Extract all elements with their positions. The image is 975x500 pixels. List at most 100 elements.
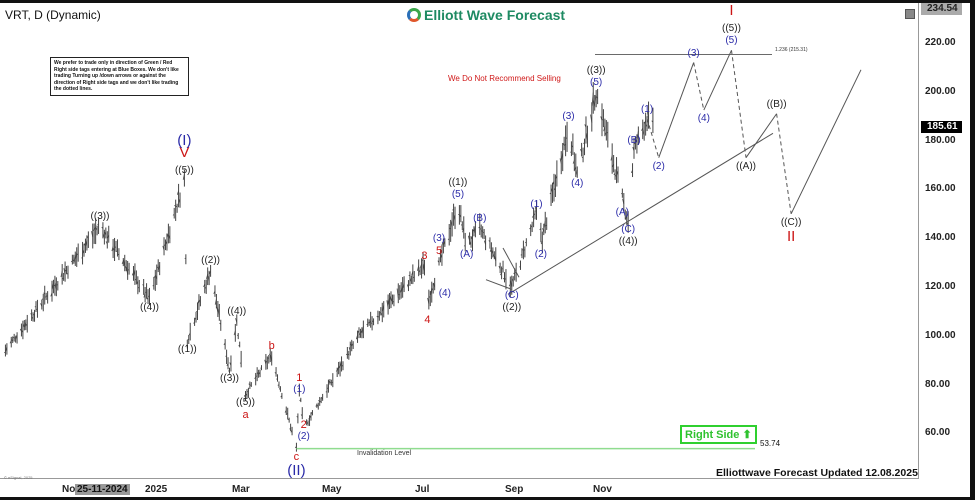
price-bar-open [185,344,188,347]
price-bar-open [209,271,211,274]
y-tick-label: 160.00 [925,183,956,195]
price-bar-open [123,259,126,267]
price-bar-open [245,393,248,396]
price-bar-open [182,174,185,180]
wave-label: ((2)) [201,254,221,266]
price-bar-open [175,205,178,208]
price-bar-open [613,172,616,176]
wave-label: (2) [297,431,310,443]
price-bar-open [626,222,629,226]
price-bar-open [481,230,483,232]
price-bar-open [387,297,390,305]
price-bar-open [345,353,348,356]
price-bar-open [270,354,273,362]
price-bar-open [134,278,137,281]
price-bar-open [121,260,124,265]
projection-segment [693,62,705,111]
invalidation-label: Invalidation Level [357,450,412,457]
price-bar-open [348,347,351,352]
price-bar-open [41,298,44,300]
price-bar-open [580,149,582,152]
price-bar-open [615,175,617,177]
price-bar-open [543,221,546,228]
price-bar-open [594,95,597,104]
price-bar-open [339,361,342,367]
price-bar-open [248,383,251,385]
price-bar-open [233,330,236,336]
price-bar-open [606,132,608,134]
wave-label: 4 [424,314,431,327]
price-bar-open [511,278,514,282]
price-bar-open [287,418,290,421]
price-bar-open [530,225,533,228]
price-bar-open [409,277,412,282]
projection-segment [658,62,695,158]
price-bar-open [321,396,323,400]
price-bar-open [19,328,22,332]
price-bar-open [492,253,495,257]
triangle-line-lower [485,279,513,290]
price-bar-open [622,198,625,205]
price-bar-open [155,275,158,280]
price-bar-open [294,446,297,449]
price-bar-open [651,120,654,123]
projection-segment [730,50,747,158]
price-bar-open [540,240,543,245]
price-bar-open [174,205,176,207]
price-bar-open [562,142,565,146]
triangle-line-upper [502,247,520,278]
price-bar-open [178,199,181,204]
wave-label: ((5)) [236,397,255,409]
price-bar-open [542,228,545,233]
price-bar-open [9,340,12,344]
price-bar-open [559,158,562,164]
price-bar-open [549,192,552,195]
wave-label: (3) [432,233,446,245]
price-bar-open [65,269,67,272]
price-bar-open [5,346,8,352]
price-bar-open [92,229,95,232]
price-bar-open [213,290,216,294]
price-bar-open [176,190,179,195]
x-label-nov: No [62,484,76,495]
price-bar-open [104,231,107,235]
price-bar-open [258,371,261,375]
price-bar-open [572,160,575,164]
price-bar-open [555,175,558,179]
wave-label: ((2)) [502,302,522,313]
price-bar-open [75,252,78,259]
price-bar-open [86,236,89,239]
price-bar-open [510,280,513,288]
price-bar-open [380,312,383,316]
price-bar-open [107,235,110,239]
price-bar-open [513,272,515,275]
price-bar-open [82,249,85,254]
y-tick-label: 180.00 [925,134,956,146]
price-bar-open [636,131,639,139]
price-bar-open [133,269,136,276]
price-bar-open [277,384,280,386]
price-bar-open [462,227,465,233]
wave-label: ((3)) [220,372,239,384]
price-bar-open [310,411,313,414]
logo: Elliott Wave Forecast [407,7,565,23]
x-label-may: May [322,484,342,495]
price-bar-open [430,287,433,295]
price-bar-open [25,323,28,327]
price-bar-open [203,284,206,288]
wave-label: (3) [687,47,700,59]
price-bar-open [274,372,277,374]
price-bar-open [473,226,476,234]
price-bar-open [166,233,169,238]
wave-label: 3 [421,250,428,263]
panel-toggle-icon[interactable] [905,9,915,19]
price-bar-open [449,227,451,230]
price-bar-open [63,268,66,276]
price-bar-open [131,272,134,276]
price-bar-open [216,306,219,313]
wave-label: c [293,451,300,464]
wave-label: (C) [621,224,636,236]
price-bar-open [386,300,389,309]
plot-area[interactable] [0,3,919,479]
wave-label: (1) [640,103,654,115]
